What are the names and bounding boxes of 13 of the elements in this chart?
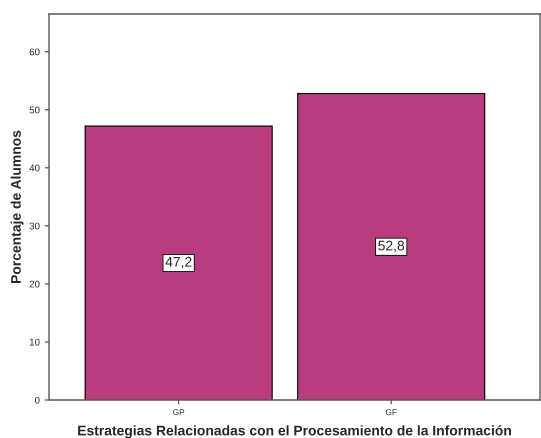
y-tick-label: 40 xyxy=(29,164,40,172)
y-tick-label: 20 xyxy=(30,280,40,288)
y-tick-label: 10 xyxy=(30,338,40,346)
y-tick-label: 0 xyxy=(34,396,40,404)
x-tick-label: GP xyxy=(173,409,184,416)
data-label: 52,8 xyxy=(378,240,404,252)
x-axis-title: Estrategias Relacionadas con el Procesamiento de la Información xyxy=(78,425,511,438)
x-tick-label: GF xyxy=(386,409,397,416)
y-tick-label: 50 xyxy=(30,106,40,114)
y-axis-title: Porcentaje de Alumnos xyxy=(10,130,24,283)
y-tick-label: 30 xyxy=(30,222,40,230)
y-tick-label: 60 xyxy=(30,48,40,56)
data-label: 47,2 xyxy=(165,256,192,268)
